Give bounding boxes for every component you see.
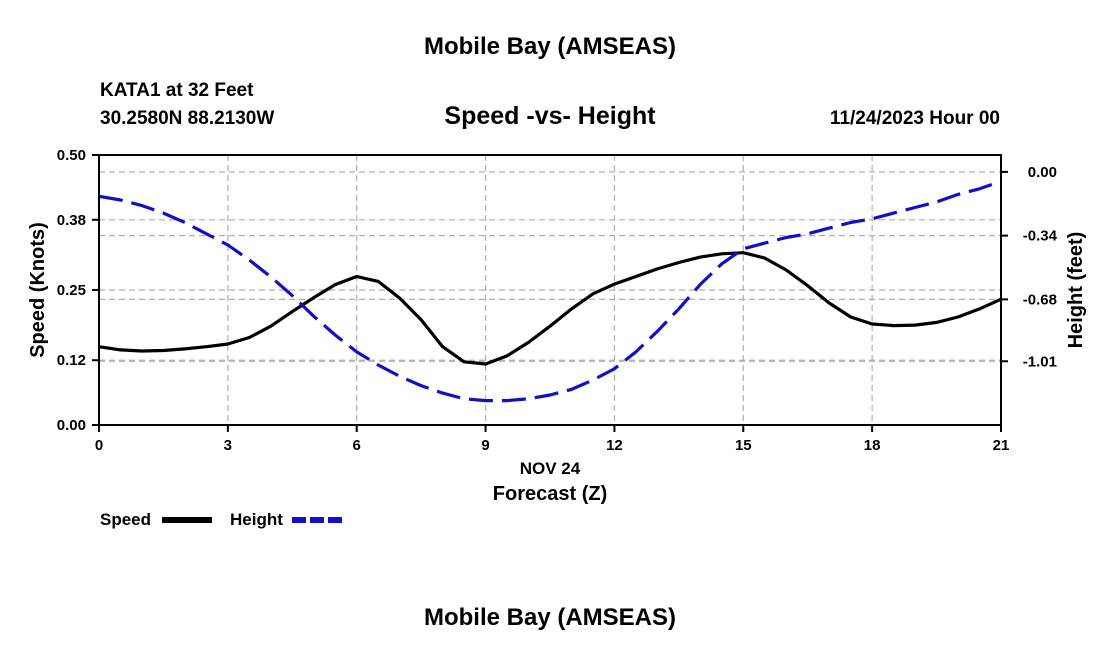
series-layer xyxy=(98,179,1002,403)
y-tick-label: 0.38 xyxy=(57,212,86,229)
page-title: Mobile Bay (AMSEAS) xyxy=(424,33,676,60)
x-tick-label: 12 xyxy=(606,437,623,454)
forecast-date: 11/24/2023 Hour 00 xyxy=(830,108,1000,129)
station-label: KATA1 at 32 Feet xyxy=(100,80,254,101)
y2-tick-label: -0.34 xyxy=(1023,228,1058,245)
x-tick-label: 6 xyxy=(353,437,361,454)
legend: Speed Height xyxy=(100,510,342,529)
x-tick-label: 15 xyxy=(735,437,752,454)
x-tick-label: 18 xyxy=(864,437,881,454)
y-tick-label: 0.00 xyxy=(57,417,86,434)
y-axis-ticks: 0.00 0.12 0.25 0.38 0.50 xyxy=(57,147,99,434)
x-tick-label: 21 xyxy=(993,437,1010,454)
series-line-speed xyxy=(98,251,1002,366)
x-axis-sublabel: NOV 24 xyxy=(520,459,581,478)
y2-tick-label: 0.00 xyxy=(1028,164,1057,181)
y2-tick-label: -1.01 xyxy=(1023,353,1057,370)
station-coordinates: 30.2580N 88.2130W xyxy=(100,108,274,129)
legend-label-height: Height xyxy=(230,510,283,529)
grid-lines xyxy=(99,155,1001,425)
y2-tick-label: -0.68 xyxy=(1023,291,1057,308)
series-line-height xyxy=(98,179,1002,403)
y-axis-label: Speed (Knots) xyxy=(27,222,49,358)
legend-label-speed: Speed xyxy=(100,510,151,529)
y2-axis-label: Height (feet) xyxy=(1065,232,1087,349)
x-tick-label: 3 xyxy=(224,437,232,454)
footer-title: Mobile Bay (AMSEAS) xyxy=(424,604,676,631)
x-axis-label: Forecast (Z) xyxy=(493,483,607,505)
y-tick-label: 0.25 xyxy=(57,282,86,299)
x-axis-ticks: 0 3 6 9 12 15 18 21 xyxy=(95,425,1010,454)
x-tick-label: 9 xyxy=(481,437,489,454)
y-tick-label: 0.12 xyxy=(57,352,86,369)
y-tick-label: 0.50 xyxy=(57,147,86,164)
x-tick-label: 0 xyxy=(95,437,103,454)
y2-axis-ticks: 0.00 -0.34 -0.68 -1.01 xyxy=(1001,164,1058,370)
chart-title: Speed -vs- Height xyxy=(444,102,656,130)
